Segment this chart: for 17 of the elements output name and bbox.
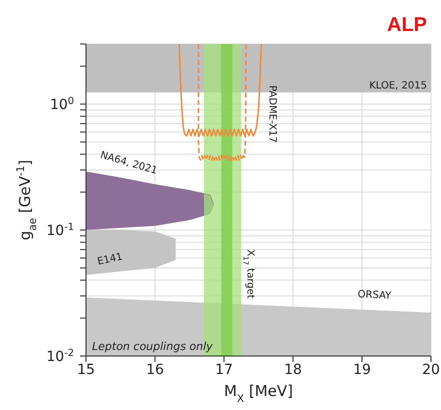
x-tick-label: 15	[77, 362, 95, 378]
x-tick-label: 16	[146, 362, 164, 378]
y-tick-label: 10$^{-1}$	[46, 222, 74, 240]
band-label: KLOE, 2015	[369, 80, 427, 92]
chart-title: ALP	[387, 14, 427, 37]
series-label: ORSAY	[357, 289, 392, 302]
x-tick-label: 18	[284, 362, 302, 378]
annotation: Lepton couplings only	[92, 340, 213, 353]
text: E141	[96, 252, 124, 268]
x-axis-title: M$_{X}$ [MeV]	[224, 382, 294, 405]
x-tick-label: 19	[353, 362, 371, 378]
y-tick-label: 10$^{-2}$	[46, 348, 74, 365]
text: PADME-X17	[266, 85, 278, 143]
x-tick-label: 17	[215, 362, 233, 378]
y-tick-label: 10$^{0}$	[50, 96, 74, 114]
text: NA64, 2021	[98, 150, 158, 177]
x-tick-label: 20	[422, 362, 440, 378]
